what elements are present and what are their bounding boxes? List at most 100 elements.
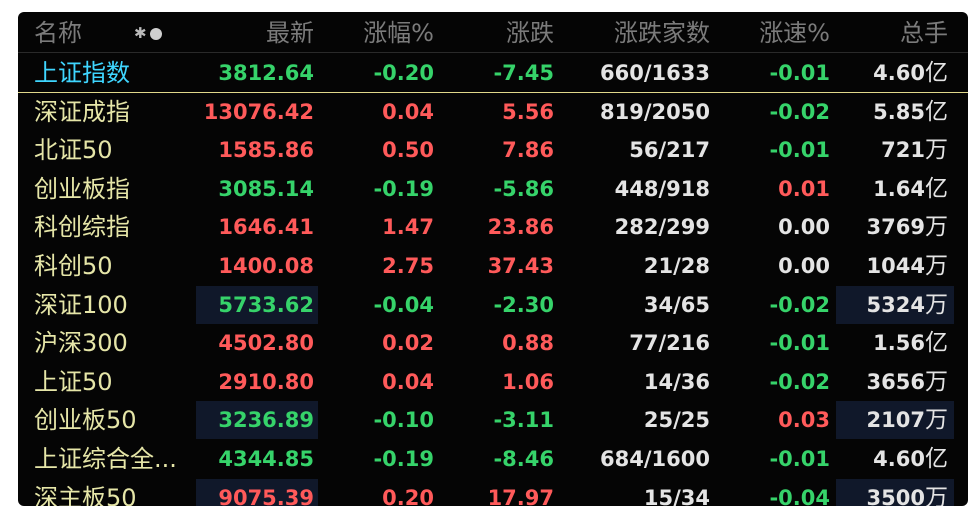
table-row[interactable]: 上证50 2910.80 0.04 1.06 14/36 -0.02 3656万 [18,363,968,401]
change-speed: -0.04 [769,485,830,506]
index-name[interactable]: 上证50 [34,367,113,396]
gear-icon[interactable]: ✱ [134,24,147,42]
table-row[interactable]: 上证综合全... 4344.85 -0.19 -8.46 684/1600 -0.01 4.… [18,440,968,478]
column-header-last[interactable]: 最新 [266,19,314,47]
change-value: -3.11 [493,408,554,433]
last-price: 3085.14 [218,176,314,201]
total-volume: 1.64亿 [834,170,948,208]
change-speed: -0.02 [769,292,830,317]
index-name[interactable]: 科创综指 [34,213,130,242]
table-header: 名称 ✱ 最新 涨幅% 涨跌 涨跌家数 涨速% 总手 [18,14,968,52]
index-name[interactable]: 科创50 [34,252,113,280]
change-percent: -0.20 [373,61,434,85]
selected-row-divider [18,91,968,93]
index-name[interactable]: 创业板50 [34,406,137,435]
change-value: 5.56 [502,99,554,124]
change-percent: 0.50 [382,138,434,163]
column-header-name[interactable]: 名称 [34,19,82,47]
index-name[interactable]: 北证50 [34,136,113,165]
column-header-speed[interactable]: 涨速% [759,19,830,47]
volume-unit: 亿 [925,60,948,86]
volume-value: 4.60 [873,61,925,85]
total-volume: 4.60亿 [834,440,948,478]
change-value: -8.46 [493,447,554,471]
total-volume: 3500万 [834,479,948,506]
change-percent: -0.19 [373,447,434,471]
table-row[interactable]: 科创综指 1646.41 1.47 23.86 282/299 0.00 3769万 [18,208,968,246]
index-name[interactable]: 创业板指 [34,174,130,203]
advance-decline: 34/65 [643,292,710,317]
change-value: 1.06 [502,369,554,394]
table-row[interactable]: 北证50 1585.86 0.50 7.86 56/217 -0.01 721万 [18,131,968,169]
change-value: 37.43 [487,254,554,278]
table-row[interactable]: 沪深300 4502.80 0.02 0.88 77/216 -0.01 1.56亿 [18,324,968,362]
table-row[interactable]: 创业板指 3085.14 -0.19 -5.86 448/918 0.01 1.64亿 [18,170,968,208]
advance-decline: 282/299 [614,215,710,240]
total-volume: 1.56亿 [834,324,948,362]
change-speed: 0.01 [778,176,830,201]
index-name[interactable]: 深证100 [34,290,128,319]
column-header-change[interactable]: 涨跌 [506,19,554,47]
volume-value: 5324 [866,292,925,317]
dot-icon[interactable] [149,27,162,40]
index-name[interactable]: 深证成指 [34,97,130,126]
advance-decline: 14/36 [643,369,710,394]
change-speed: -0.01 [769,61,830,85]
total-volume: 5.85亿 [834,93,948,131]
change-percent: -0.10 [373,408,434,433]
last-price: 1400.08 [218,254,314,278]
index-name[interactable]: 沪深300 [34,329,128,358]
last-price: 1585.86 [218,138,314,163]
volume-unit: 万 [925,407,948,434]
advance-decline: 448/918 [614,176,710,201]
change-value: -5.86 [493,176,554,201]
volume-unit: 亿 [925,98,948,125]
change-speed: -0.01 [769,331,830,356]
total-volume: 2107万 [834,401,948,439]
volume-value: 5.85 [873,99,925,124]
volume-unit: 万 [925,137,948,164]
change-value: 7.86 [502,138,554,163]
total-volume: 5324万 [834,286,948,324]
index-name[interactable]: 深主板50 [34,483,137,506]
settings-icons[interactable]: ✱ [134,14,162,52]
last-price-highlight [196,478,318,506]
volume-unit: 万 [925,291,948,318]
total-volume: 1044万 [834,247,948,285]
table-row[interactable]: 深证成指 13076.42 0.04 5.56 819/2050 -0.02 5.85亿 [18,93,968,131]
column-header-pct[interactable]: 涨幅% [363,19,434,47]
volume-unit: 亿 [925,330,948,357]
volume-value: 1.56 [873,331,925,356]
volume-value: 721 [881,138,925,163]
last-price: 5733.62 [218,292,314,317]
change-speed: -0.01 [769,447,830,471]
change-speed: -0.01 [769,138,830,163]
change-percent: 2.75 [382,254,434,278]
volume-highlight [836,401,954,440]
table-row[interactable]: 深主板50 9075.39 0.20 17.97 15/34 -0.04 3500万 [18,478,968,506]
advance-decline: 684/1600 [600,447,710,471]
table-row[interactable]: 上证指数 3812.64 -0.20 -7.45 660/1633 -0.01 4.60亿 [18,54,968,92]
change-speed: -0.02 [769,369,830,394]
table-row[interactable]: 科创50 1400.08 2.75 37.43 21/28 0.00 1044万 [18,247,968,285]
volume-unit: 万 [925,484,948,506]
last-price-highlight [196,285,318,324]
total-volume: 3769万 [834,208,948,246]
advance-decline: 77/216 [629,331,710,356]
change-speed: 0.00 [778,215,830,240]
column-header-volume[interactable]: 总手 [900,19,948,47]
change-speed: 0.00 [778,254,830,278]
advance-decline: 15/34 [643,485,710,506]
index-name[interactable]: 上证指数 [34,59,130,87]
table-row[interactable]: 创业板50 3236.89 -0.10 -3.11 25/25 0.03 2107万 [18,401,968,440]
change-value: 23.86 [487,215,554,240]
volume-value: 1044 [866,254,925,278]
index-name[interactable]: 上证综合全... [34,445,177,473]
volume-value: 3769 [866,215,925,240]
volume-value: 3656 [866,369,925,394]
change-value: 0.88 [502,331,554,356]
column-header-breadth[interactable]: 涨跌家数 [614,19,710,47]
advance-decline: 56/217 [629,138,710,163]
change-value: -2.30 [493,292,554,317]
table-row[interactable]: 深证100 5733.62 -0.04 -2.30 34/65 -0.02 5324万 [18,285,968,324]
